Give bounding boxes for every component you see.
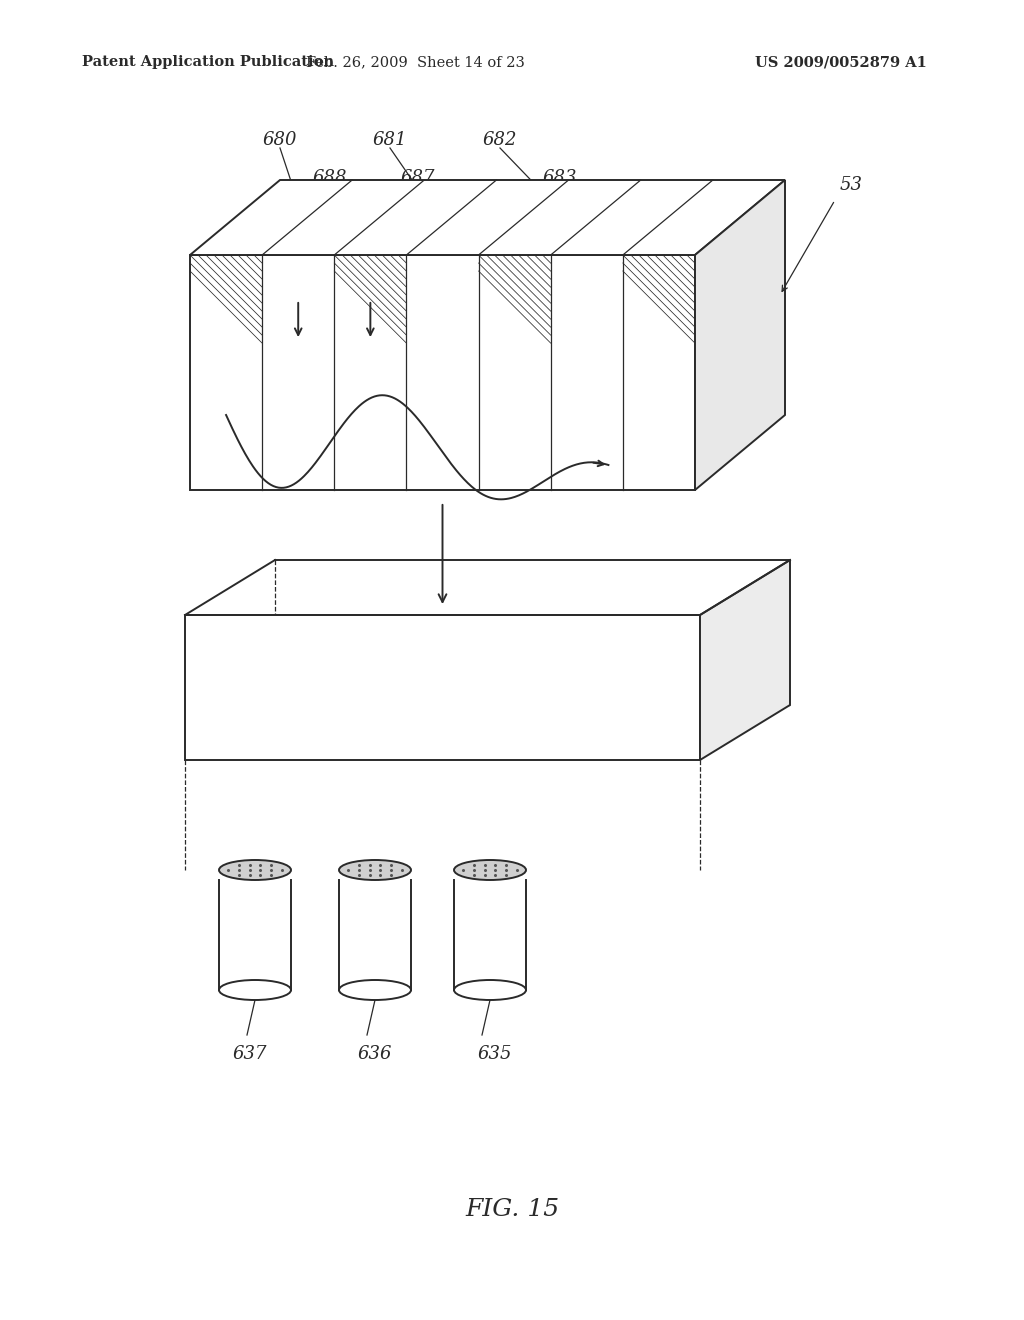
Polygon shape xyxy=(700,560,790,760)
Text: 681: 681 xyxy=(373,131,408,149)
Text: 635: 635 xyxy=(478,1045,512,1063)
Ellipse shape xyxy=(339,861,411,880)
Text: 680: 680 xyxy=(263,131,297,149)
Ellipse shape xyxy=(339,979,411,1001)
Text: 636: 636 xyxy=(357,1045,392,1063)
Text: 683: 683 xyxy=(543,169,578,187)
Ellipse shape xyxy=(454,979,526,1001)
Text: 687: 687 xyxy=(400,169,435,187)
Text: Feb. 26, 2009  Sheet 14 of 23: Feb. 26, 2009 Sheet 14 of 23 xyxy=(305,55,524,69)
Bar xyxy=(190,255,695,490)
Polygon shape xyxy=(695,180,785,490)
Text: 688: 688 xyxy=(312,169,347,187)
Text: ~677~: ~677~ xyxy=(406,673,480,692)
Bar xyxy=(185,615,700,760)
Polygon shape xyxy=(190,180,785,255)
Text: FIG. 15: FIG. 15 xyxy=(465,1199,559,1221)
Ellipse shape xyxy=(219,979,291,1001)
Ellipse shape xyxy=(219,861,291,880)
Ellipse shape xyxy=(454,861,526,880)
Text: Patent Application Publication: Patent Application Publication xyxy=(82,55,334,69)
Text: US 2009/0052879 A1: US 2009/0052879 A1 xyxy=(755,55,927,69)
Text: 682: 682 xyxy=(482,131,517,149)
Text: 53: 53 xyxy=(840,176,863,194)
Text: 637: 637 xyxy=(232,1045,267,1063)
